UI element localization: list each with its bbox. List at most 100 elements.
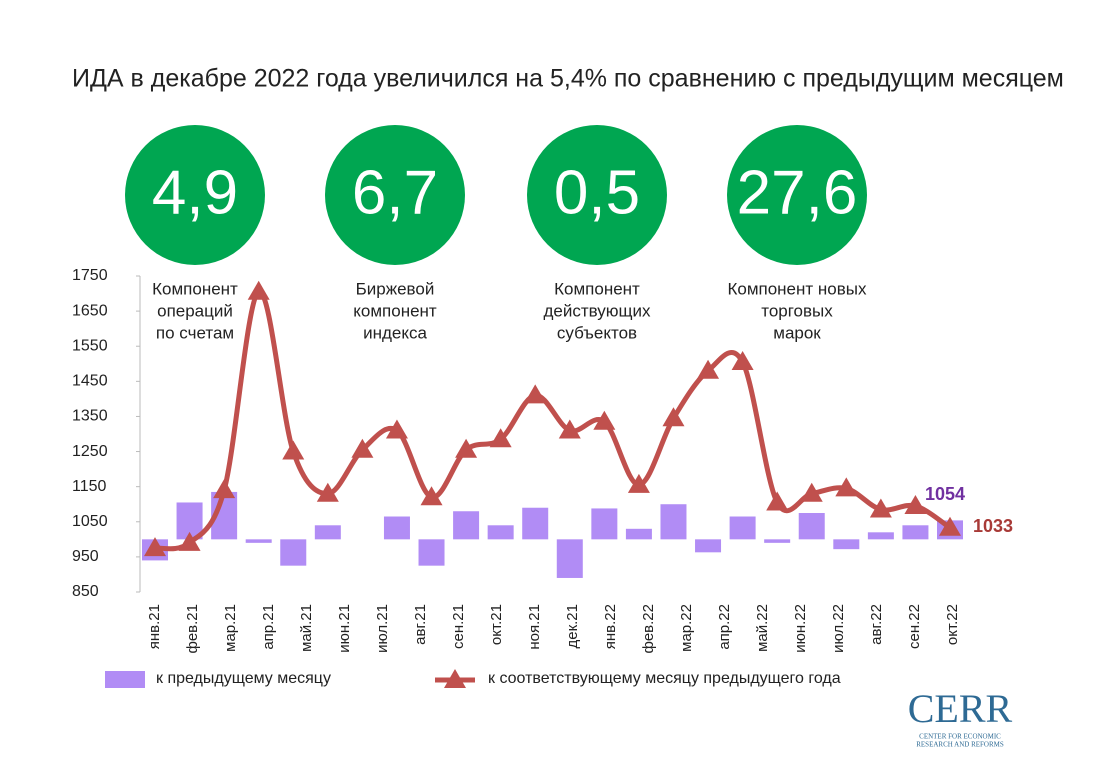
x-tick-label: янв.21: [146, 604, 163, 649]
bar: [660, 504, 687, 540]
x-tick-label: май.22: [754, 604, 771, 652]
marker: [697, 359, 720, 379]
kpi-label: компонент: [353, 301, 437, 320]
marker: [593, 410, 616, 430]
bar: [867, 532, 894, 540]
line: [154, 289, 952, 552]
bar: [453, 511, 480, 540]
marker: [247, 280, 270, 300]
x-tick-label: мар.22: [678, 604, 695, 652]
y-tick-label: 1650: [72, 302, 108, 319]
bar: [695, 539, 722, 553]
bar: [280, 539, 307, 566]
y-tick-label: 1250: [72, 443, 108, 460]
y-tick-label: 950: [72, 548, 99, 565]
bar: [314, 525, 341, 540]
marker: [835, 477, 858, 497]
marker: [662, 407, 685, 427]
marker: [282, 440, 305, 460]
x-tick-label: апр.21: [260, 604, 277, 650]
kpi-label: Компонент: [554, 279, 640, 298]
bar: [798, 513, 825, 540]
x-tick-label: июн.22: [792, 604, 809, 653]
y-tick-label: 1550: [72, 337, 108, 354]
x-tick-label: май.21: [298, 604, 315, 652]
x-tick-label: сен.22: [906, 604, 923, 649]
kpi-label: субъектов: [557, 323, 637, 342]
kpi-label: марок: [773, 323, 821, 342]
x-tick-label: июл.21: [374, 604, 391, 653]
kpi-label: Компонент новых: [727, 279, 867, 298]
kpi-label: индекса: [363, 323, 427, 342]
x-tick-label: сен.21: [450, 604, 467, 649]
bar: [833, 539, 860, 550]
bar: [418, 539, 445, 566]
marker: [316, 482, 339, 502]
value-label: 1054: [925, 484, 965, 504]
logo: CERR: [908, 686, 1013, 731]
x-tick-label: июн.21: [336, 604, 353, 653]
marker: [731, 351, 754, 371]
x-tick-label: фев.22: [640, 604, 657, 654]
x-tick-label: янв.22: [602, 604, 619, 649]
kpi-value: 27,6: [737, 158, 858, 227]
kpi-circle: [325, 125, 465, 265]
x-tick-label: окт.21: [488, 604, 505, 645]
bar: [729, 516, 756, 540]
bar: [902, 525, 929, 540]
marker: [524, 384, 547, 404]
kpi-circle: [727, 125, 867, 265]
kpi-value: 4,9: [152, 158, 238, 227]
bar: [487, 525, 514, 540]
y-tick-label: 1750: [72, 267, 108, 284]
x-tick-label: авг.21: [412, 604, 429, 645]
x-tick-label: июл.22: [830, 604, 847, 653]
value-label: 1033: [973, 516, 1013, 536]
marker: [351, 438, 374, 458]
kpi-circle: [125, 125, 265, 265]
marker: [558, 419, 581, 439]
bar: [556, 539, 583, 578]
marker: [178, 531, 201, 551]
marker: [627, 473, 650, 493]
x-tick-label: авг.22: [868, 604, 885, 645]
kpi-value: 0,5: [554, 158, 640, 227]
x-tick-label: апр.22: [716, 604, 733, 650]
y-tick-label: 1450: [72, 373, 108, 390]
chart-title: ИДА в декабре 2022 года увеличился на 5,…: [72, 65, 1064, 93]
y-tick-label: 1350: [72, 408, 108, 425]
bar: [522, 507, 549, 540]
marker: [385, 419, 408, 439]
logo-subtitle: CENTER FOR ECONOMIC: [919, 733, 1001, 741]
marker: [939, 516, 961, 536]
marker: [455, 438, 478, 458]
x-tick-label: дек.21: [564, 604, 581, 649]
x-tick-label: окт.22: [944, 604, 961, 645]
legend-label: к соответствующему месяцу предыдущего го…: [488, 670, 841, 687]
kpi-label: операций: [157, 301, 233, 320]
bar: [383, 516, 410, 540]
kpi-label: торговых: [761, 301, 833, 320]
y-tick-label: 850: [72, 583, 99, 600]
kpi-label: по счетам: [156, 323, 234, 342]
bar: [764, 539, 791, 543]
marker: [904, 494, 927, 514]
y-tick-label: 1150: [72, 478, 107, 495]
logo-subtitle: RESEARCH AND REFORMS: [916, 741, 1004, 749]
legend-label: к предыдущему месяцу: [156, 670, 331, 687]
kpi-label: Компонент: [152, 279, 238, 298]
marker: [800, 482, 823, 502]
legend-swatch: [444, 669, 466, 688]
bar: [625, 528, 652, 540]
marker: [213, 479, 236, 499]
marker: [869, 498, 892, 518]
y-tick-label: 1050: [72, 513, 108, 530]
marker: [766, 491, 789, 511]
bar: [245, 539, 272, 543]
x-tick-label: ноя.21: [526, 604, 543, 650]
marker: [144, 537, 166, 557]
kpi-circle: [527, 125, 667, 265]
kpi-label: Биржевой: [356, 279, 435, 298]
kpi-label: действующих: [543, 301, 651, 320]
